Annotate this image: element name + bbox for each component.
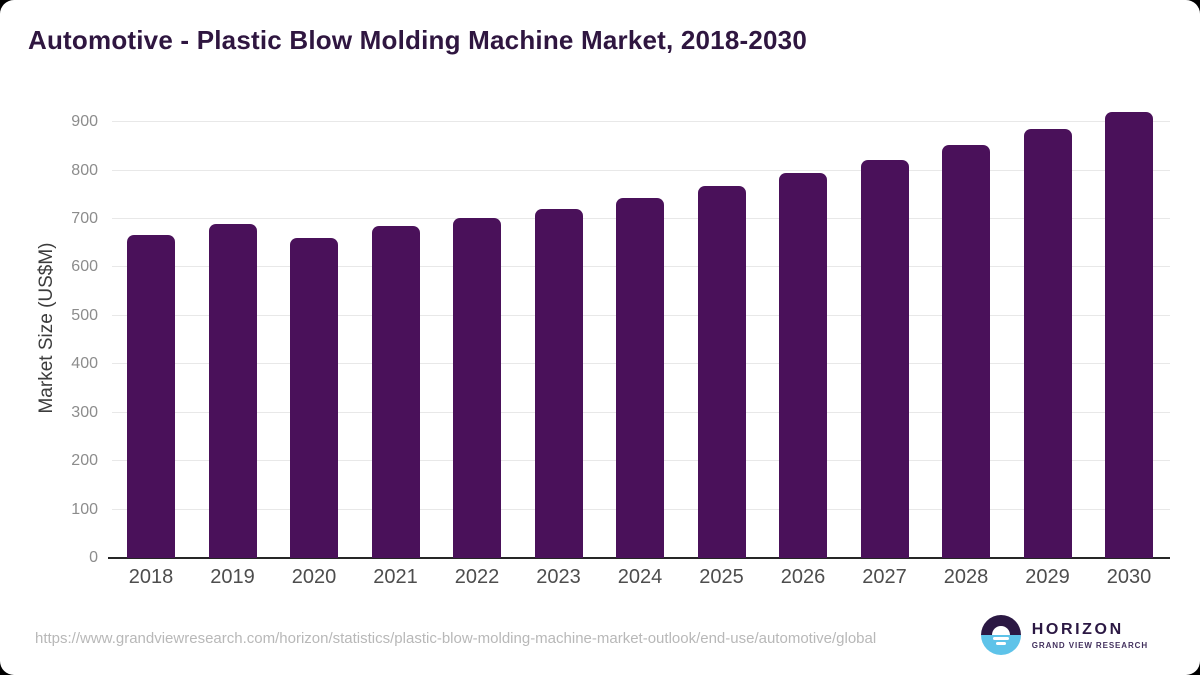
x-tick-2030: 2030	[1106, 566, 1152, 588]
y-tick-100: 100	[71, 500, 98, 518]
x-tick-2028: 2028	[943, 566, 989, 588]
gridline-900	[112, 121, 1170, 123]
y-tick-0: 0	[89, 549, 98, 566]
bar-2028[interactable]	[942, 144, 990, 558]
y-tick-500: 500	[71, 306, 98, 324]
y-tick-400: 400	[71, 355, 98, 373]
x-axis-line	[108, 557, 1170, 559]
x-tick-2021: 2021	[373, 566, 418, 588]
horizon-sun-icon	[980, 615, 1021, 655]
bar-series	[110, 98, 1170, 558]
bar-2018[interactable]	[127, 235, 175, 558]
y-tick-600: 600	[71, 258, 98, 276]
y-tick-300: 300	[71, 403, 98, 421]
y-axis-tick-labels: 0 100 200 300 400 500 600 700 800 900	[0, 98, 98, 566]
x-tick-2026: 2026	[780, 566, 826, 588]
source-url: https://www.grandviewresearch.com/horizo…	[35, 630, 877, 647]
bar-2023[interactable]	[534, 209, 583, 558]
x-tick-2029: 2029	[1025, 566, 1070, 588]
gridline-800	[112, 169, 1170, 171]
plot-area	[108, 98, 1170, 559]
x-tick-2018: 2018	[128, 566, 174, 588]
bar-2030[interactable]	[1105, 111, 1153, 558]
x-tick-2025: 2025	[699, 566, 744, 588]
horizon-logo: HORIZON GRAND VIEW RESEARCH	[980, 615, 1148, 655]
y-tick-900: 900	[71, 113, 98, 131]
x-tick-2022: 2022	[454, 566, 500, 588]
x-tick-2024: 2024	[617, 566, 663, 588]
bar-2022[interactable]	[453, 218, 501, 558]
bar-2029[interactable]	[1023, 129, 1072, 558]
reflection-line	[992, 636, 1009, 640]
bar-2021[interactable]	[371, 226, 420, 558]
x-tick-2020: 2020	[291, 566, 337, 588]
bar-2026[interactable]	[779, 173, 827, 558]
reflection-line	[995, 641, 1006, 645]
bar-2024[interactable]	[616, 198, 664, 558]
bar-2019[interactable]	[208, 223, 257, 558]
x-tick-2019: 2019	[210, 566, 255, 588]
x-tick-2023: 2023	[536, 566, 581, 588]
logo-subtitle: GRAND VIEW RESEARCH	[1031, 641, 1148, 650]
logo-text: HORIZON GRAND VIEW RESEARCH	[1032, 620, 1148, 650]
bar-2025[interactable]	[697, 186, 746, 558]
y-tick-700: 700	[71, 210, 98, 228]
bar-2020[interactable]	[290, 237, 338, 558]
y-tick-200: 200	[71, 452, 98, 470]
y-tick-800: 800	[71, 161, 98, 179]
x-tick-2027: 2027	[862, 566, 907, 588]
logo-name: HORIZON	[1031, 621, 1124, 638]
sun-shape	[991, 626, 1010, 635]
x-axis-tick-labels: 2018 2019 2020 2021 2022 2023 2024 2025 2026 2027…	[110, 566, 1170, 589]
chart-title: Automotive - Plastic Blow Molding Machin…	[28, 25, 807, 55]
bar-2027[interactable]	[860, 160, 909, 558]
